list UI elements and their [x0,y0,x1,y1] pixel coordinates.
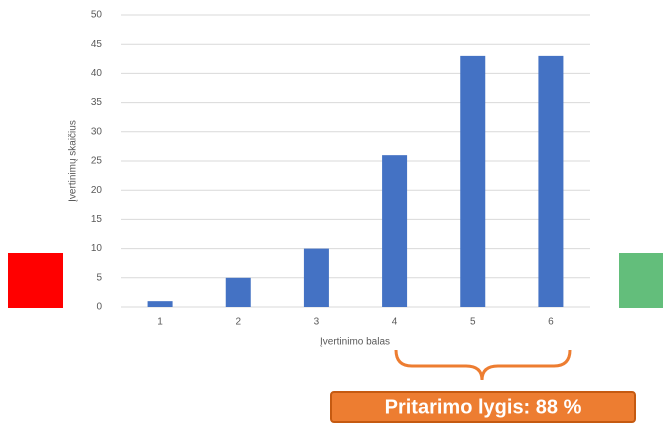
y-tick-label: 5 [96,272,102,283]
x-axis-label: Įvertinimo balas [320,337,390,348]
green-marker [619,253,663,308]
bar [538,55,564,307]
y-tick-label: 15 [91,214,103,225]
x-tick-label: 1 [157,317,163,328]
y-tick-label: 50 [91,10,103,21]
y-tick-label: 20 [91,185,103,196]
x-tick-label: 6 [548,317,554,328]
y-tick-label: 30 [91,126,103,137]
y-tick-label: 0 [96,302,102,313]
x-tick-label: 3 [314,317,320,328]
bar [382,155,408,307]
bar [460,55,486,307]
bar [147,301,173,307]
bar [225,277,251,307]
annotation-box [330,391,636,423]
x-tick-label: 2 [235,317,241,328]
x-tick-label: 5 [470,317,476,328]
y-tick-label: 35 [91,97,103,108]
y-tick-label: 25 [91,156,103,167]
x-tick-label: 4 [392,317,398,328]
y-tick-label: 10 [91,243,103,254]
y-tick-label: 40 [91,68,103,79]
brace [394,349,572,381]
annotation: Pritarimo lygis: 88 % [385,396,582,418]
y-tick-label: 45 [91,39,103,50]
red-marker [8,253,63,308]
y-axis-label: Įvertinimų skaičius [68,120,79,202]
bar [303,248,329,307]
